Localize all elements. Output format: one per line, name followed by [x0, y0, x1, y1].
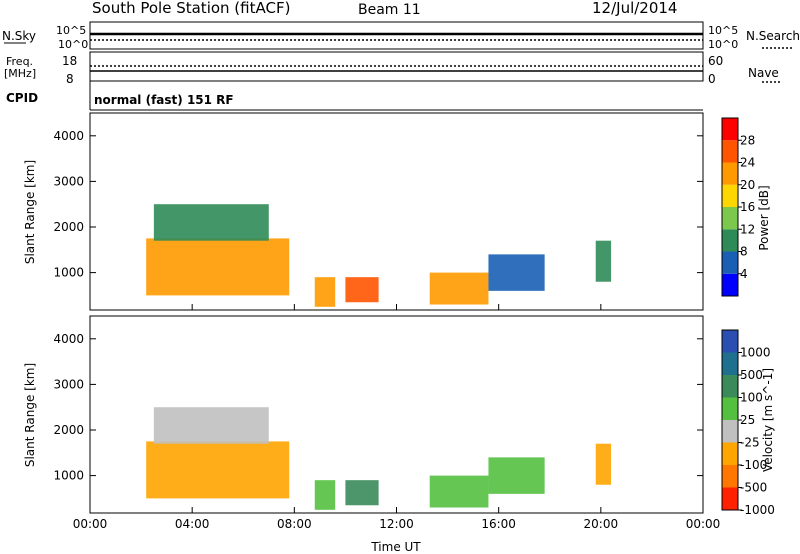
nave-tick-low: 0	[708, 72, 716, 86]
velocity-region-1	[153, 407, 269, 444]
nsky-label: N.Sky	[2, 29, 37, 43]
velocity-colorbar-swatch-3	[722, 397, 738, 420]
freq-label: Freq.	[6, 55, 34, 68]
velocity-region-3	[345, 480, 379, 506]
velocity-colorbar-label: Velocity [m s^-1]	[761, 368, 775, 472]
velocity-colorbar-tick-label-5: -100	[740, 458, 767, 472]
xtick-label-0: 00:00	[73, 517, 108, 531]
velocity-colorbar-swatch-2	[722, 375, 738, 398]
power-colorbar-swatch-7	[722, 118, 738, 141]
nsearch-tick-low: 10^0	[708, 38, 739, 51]
date-label: 12/Jul/2014	[592, 0, 678, 17]
velocity-colorbar-tick-label-2: 100	[740, 391, 763, 405]
velocity-colorbar-swatch-1	[722, 352, 738, 375]
xtick-label-6: 00:00	[686, 517, 721, 531]
power-colorbar-swatch-6	[722, 140, 738, 163]
xtick-label-3: 12:00	[379, 517, 414, 531]
power-ytick-label-0: 4000	[53, 129, 84, 143]
velocity-data-layer	[146, 407, 612, 510]
power-colorbar-swatch-5	[722, 162, 738, 185]
xtick-label-1: 04:00	[175, 517, 210, 531]
nave-tick-high: 60	[708, 54, 724, 68]
velocity-panel: 4000 3000 2000 1000 00:00 04:00 08:00 12:00 16:0…	[53, 315, 720, 531]
power-panel: 4000 3000 2000 1000	[53, 112, 704, 311]
velocity-colorbar-tick-label-3: 25	[740, 413, 755, 427]
xtick-label-4: 16:00	[481, 517, 516, 531]
beam-label: Beam 11	[358, 2, 421, 18]
velocity-colorbar-tick-label-6: -500	[740, 481, 767, 495]
velocity-colorbar-tick-label-0: 1000	[740, 346, 771, 360]
power-colorbar-swatch-0	[722, 273, 738, 296]
power-colorbar-tick-label-0: 28	[740, 133, 755, 147]
freq-tick-high: 18	[62, 54, 78, 68]
velocity-ylabel: Slant Range [km]	[23, 363, 37, 467]
nsky-panel-frame	[89, 21, 704, 50]
nave-label: Nave	[748, 66, 779, 80]
nsearch-label: N.Search	[746, 29, 800, 43]
velocity-colorbar-tick-label-4: -25	[740, 436, 760, 450]
power-colorbar-tick-label-6: 4	[740, 267, 748, 281]
velocity-region-6	[595, 443, 612, 485]
power-axes: 4000 3000 2000 1000	[53, 129, 704, 310]
power-data-layer	[146, 204, 612, 307]
power-colorbar-swatch-3	[722, 207, 738, 230]
cpid-label: CPID	[6, 91, 39, 105]
velocity-colorbar-swatch-7	[722, 487, 738, 510]
power-colorbar-swatch-2	[722, 229, 738, 252]
power-colorbar-swatch-4	[722, 184, 738, 207]
power-ytick-label-2: 2000	[53, 220, 84, 234]
power-region-4	[429, 272, 489, 305]
power-ytick-label-1: 3000	[53, 174, 84, 188]
velocity-colorbar-swatch-4	[722, 420, 738, 443]
velocity-region-0	[146, 441, 290, 499]
velocity-axes: 4000 3000 2000 1000 00:00 04:00 08:00 12:00 16:0…	[53, 332, 720, 531]
power-region-0	[146, 238, 290, 296]
velocity-colorbar-tick-label-1: 500	[740, 368, 763, 382]
velocity-ytick-label-0: 4000	[53, 332, 84, 346]
freq-tick-low: 8	[66, 72, 74, 86]
power-ytick-label-3: 1000	[53, 266, 84, 280]
power-colorbar-swatch-1	[722, 251, 738, 274]
velocity-colorbar-swatch-0	[722, 330, 738, 353]
cpid-value: normal (fast) 151 RF	[94, 93, 234, 107]
velocity-colorbar-swatch-6	[722, 465, 738, 488]
power-colorbar-tick-label-1: 24	[740, 156, 755, 170]
power-region-1	[153, 204, 269, 241]
velocity-region-4	[429, 475, 489, 508]
nsearch-tick-high: 10^5	[708, 24, 739, 37]
power-colorbar-tick-label-5: 8	[740, 245, 748, 259]
power-region-3	[345, 277, 379, 303]
power-colorbar: 28 24 20 16 12 8 4	[721, 117, 755, 297]
xtick-label-5: 20:00	[584, 517, 619, 531]
power-colorbar-label: Power [dB]	[757, 185, 771, 250]
velocity-ytick-label-1: 3000	[53, 377, 84, 391]
station-title: South Pole Station (fitACF)	[92, 0, 291, 17]
power-region-5	[488, 254, 545, 291]
power-region-2	[314, 277, 336, 307]
power-colorbar-tick-label-2: 20	[740, 178, 755, 192]
power-region-6	[595, 240, 612, 282]
power-colorbar-tick-label-4: 12	[740, 222, 755, 236]
velocity-colorbar-tick-label-7: -1000	[740, 503, 775, 517]
velocity-ytick-label-3: 1000	[53, 469, 84, 483]
power-colorbar-tick-label-3: 16	[740, 200, 755, 214]
velocity-colorbar-swatch-5	[722, 442, 738, 465]
velocity-colorbar: 1000 500 100 25 -25 -100 -500 -1000	[721, 329, 775, 517]
velocity-ytick-label-2: 2000	[53, 423, 84, 437]
xaxis-title: Time UT	[370, 540, 421, 554]
nsky-tick-low: 10^0	[58, 38, 89, 51]
freq-unit-label: [MHz]	[4, 67, 37, 80]
nsky-tick-high: 10^5	[56, 24, 87, 37]
velocity-region-5	[488, 457, 545, 494]
velocity-region-2	[314, 480, 336, 510]
power-ylabel: Slant Range [km]	[23, 160, 37, 264]
xtick-label-2: 08:00	[277, 517, 312, 531]
